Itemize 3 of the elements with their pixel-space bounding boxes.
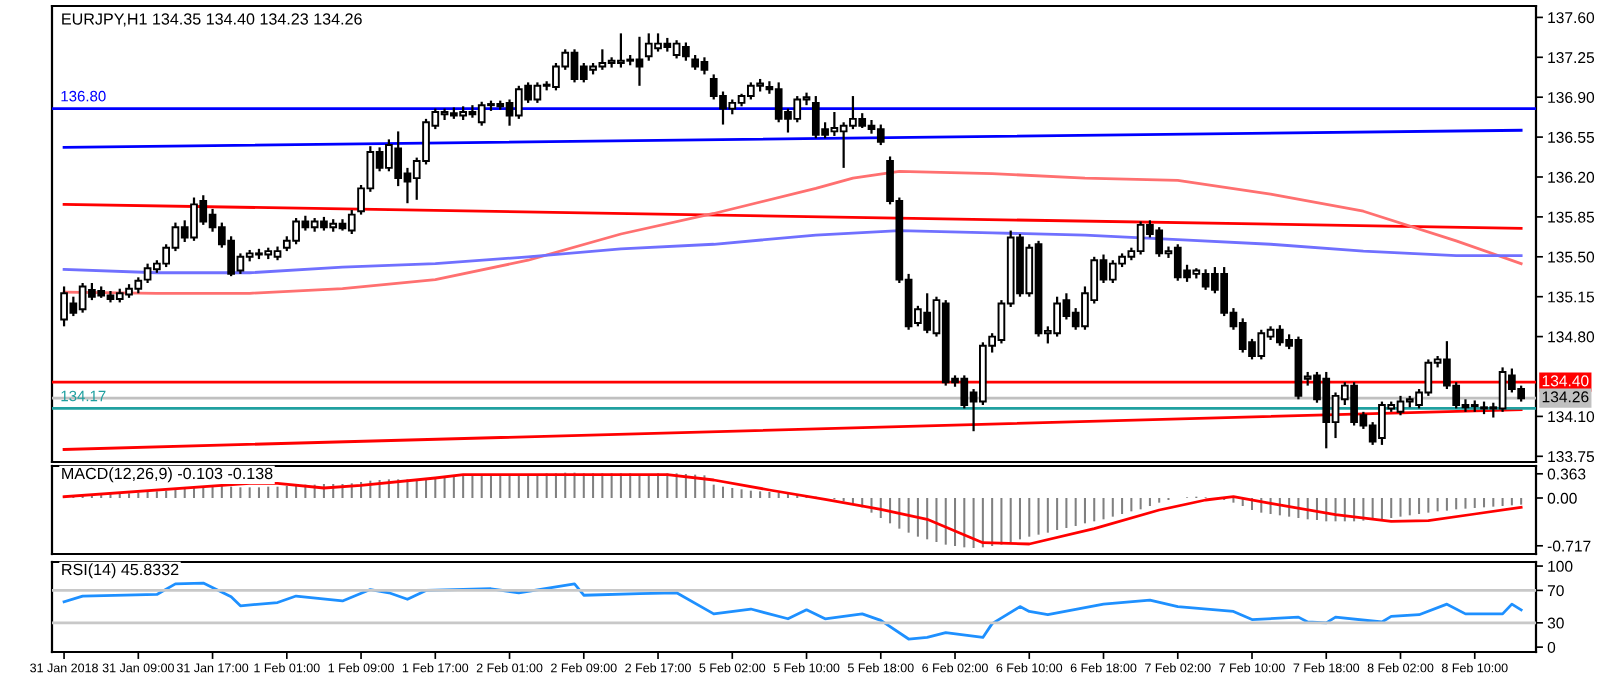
annotation: MACD(12,26,9) -0.103 -0.138 [62,467,273,483]
annotation: RSI(14) 45.8332 [62,563,179,579]
chart-title: EURJPY,H1 134.35 134.40 134.23 134.26 [62,13,362,27]
